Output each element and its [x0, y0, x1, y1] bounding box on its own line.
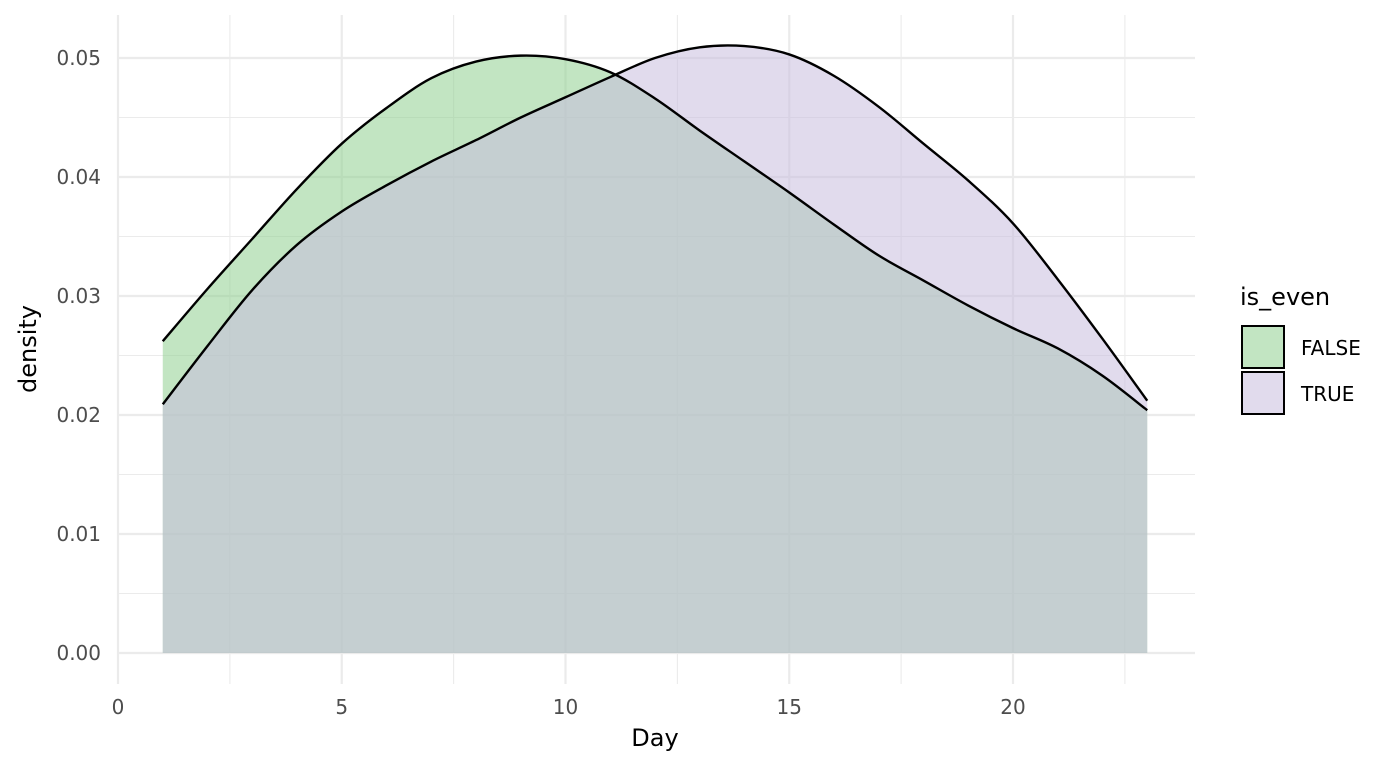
y-tick-label: 0.02 — [56, 403, 101, 427]
y-tick-label: 0.01 — [56, 522, 101, 546]
y-tick-label: 0.00 — [56, 641, 101, 665]
y-axis-ticks: 0.00 0.01 0.02 0.03 0.04 0.05 — [56, 46, 101, 665]
density-line-false — [161, 54, 1148, 412]
y-axis-title: density — [14, 305, 42, 393]
x-tick-label: 15 — [777, 695, 802, 719]
x-tick-label: 0 — [112, 695, 125, 719]
legend-key-true — [1241, 371, 1285, 415]
density-areas — [162, 45, 1148, 653]
density-area-true — [162, 45, 1148, 653]
legend: is_even FALSE TRUE — [1240, 283, 1361, 415]
x-axis-ticks: 0 5 10 15 20 — [112, 695, 1026, 719]
density-line-true — [161, 44, 1149, 406]
x-tick-label: 20 — [1000, 695, 1025, 719]
y-tick-label: 0.04 — [56, 165, 101, 189]
legend-label-true: TRUE — [1300, 382, 1354, 406]
legend-label-false: FALSE — [1301, 336, 1361, 360]
y-tick-label: 0.05 — [56, 46, 101, 70]
density-lines — [161, 44, 1149, 412]
legend-key-false — [1241, 325, 1285, 369]
x-tick-label: 10 — [553, 695, 578, 719]
legend-title: is_even — [1240, 283, 1330, 311]
x-axis-title: Day — [631, 724, 678, 752]
y-tick-label: 0.03 — [56, 284, 101, 308]
x-tick-label: 5 — [335, 695, 348, 719]
